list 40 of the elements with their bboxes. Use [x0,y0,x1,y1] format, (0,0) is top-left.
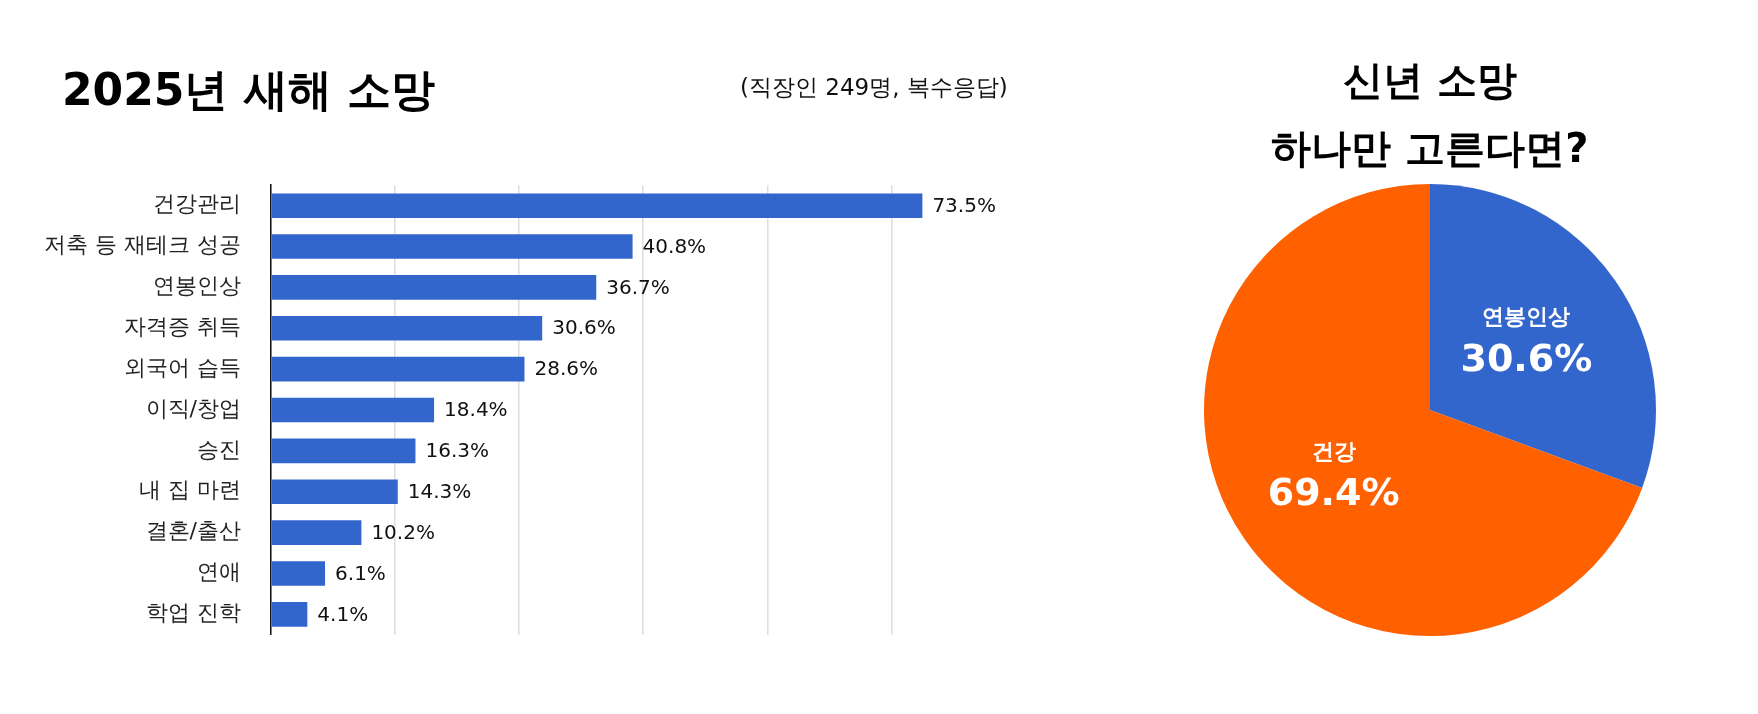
data-label: 14.3% [407,478,472,503]
bar [271,520,362,545]
bar [271,234,633,259]
data-label: 4.1% [317,601,369,626]
bar [271,397,435,423]
y-tick-label: 자격증 취득 [124,313,241,339]
y-tick-label: 내 집 마련 [139,477,241,503]
bar [271,602,308,627]
y-tick-label: 저축 등 재테크 성공 [44,232,241,258]
chart-title: 2025년 새해 소망 [62,63,436,117]
bar [271,479,398,505]
bar [271,275,597,300]
chart-title: 신년 소망 하나만 고른다면? [1270,56,1590,173]
y-tick-label: 연애 [197,559,241,585]
data-label: 18.4% [444,397,508,422]
y-tick-label: 연봉인상 [153,273,241,299]
y-tick-label: 건강관리 [153,191,241,217]
y-tick-label: 학업 진학 [146,600,241,626]
data-label: 36.7% [606,274,670,299]
data-label: 10.2% [371,519,435,544]
data-label: 6.1% [335,560,386,585]
data-label: 30.6% [1460,335,1593,380]
data-label: 69.4% [1267,470,1400,515]
y-tick-label: 외국어 습득 [124,354,241,380]
y-tick-label: 이직/창업 [145,395,241,421]
bar [271,315,543,341]
data-label: 40.8% [642,233,707,258]
bar [271,561,326,586]
bar [271,438,416,464]
data-label: 16.3% [425,438,490,463]
y-tick-label: 승진 [197,436,241,462]
slice-label: 연봉인상 [1482,304,1571,330]
slice-label: 건강 [1311,438,1356,464]
chart-subtitle: (직장인 249명, 복수응답) [740,73,1008,102]
data-label: 73.5% [932,192,996,217]
bar [271,193,923,218]
bar [271,356,525,382]
data-label: 28.6% [534,356,599,381]
y-tick-label: 결혼/출산 [145,518,241,544]
data-label: 30.6% [552,315,616,340]
